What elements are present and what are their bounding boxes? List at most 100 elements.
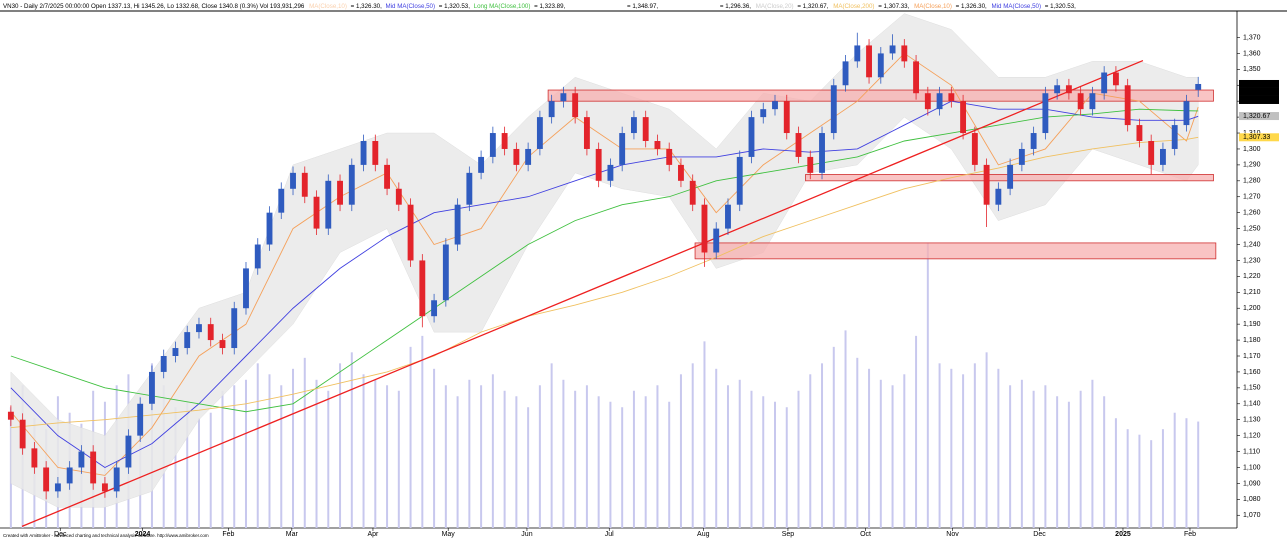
- y-tick-label: 1,140: [1243, 401, 1261, 408]
- volume-bar: [962, 374, 965, 528]
- volume-bar: [409, 346, 412, 528]
- volume-bar: [503, 390, 506, 528]
- y-tick-label: 1,130: [1243, 417, 1261, 424]
- volume-bar: [997, 368, 1000, 528]
- x-tick-label: Mar: [286, 531, 299, 538]
- price-label: 1,320.67: [1243, 113, 1270, 120]
- candle-body: [184, 332, 191, 349]
- volume-bar: [1020, 379, 1023, 528]
- candle-body: [219, 340, 226, 349]
- candle-body: [207, 324, 214, 341]
- candle-body: [1183, 101, 1190, 126]
- candle-body: [678, 164, 684, 181]
- volume-bar: [362, 374, 365, 528]
- volume-bar: [785, 407, 788, 528]
- candle-body: [830, 85, 837, 134]
- x-tick-label: Oct: [860, 531, 871, 538]
- candle-body: [160, 356, 167, 372]
- price-label: 1,340.8: [1243, 81, 1266, 88]
- header-text: = 1,348.97,: [627, 3, 658, 10]
- header-text: = 1,323.89,: [534, 3, 565, 10]
- candle-body: [819, 133, 825, 173]
- candle-body: [713, 228, 720, 253]
- volume-bar: [456, 396, 459, 528]
- volume-bar: [444, 385, 447, 528]
- y-tick-label: 1,200: [1243, 305, 1261, 312]
- candle-body: [725, 204, 731, 229]
- candle-body: [642, 117, 649, 141]
- legend-label: Mid MA(Close,50): [386, 3, 436, 10]
- candle-body: [1101, 72, 1108, 94]
- candle-body: [960, 101, 967, 134]
- x-tick-label: Apr: [368, 531, 380, 538]
- candle-body: [854, 45, 861, 62]
- volume-bar: [679, 374, 682, 528]
- candle-body: [31, 448, 38, 468]
- candle-body: [431, 300, 438, 317]
- volume-bar: [221, 390, 224, 528]
- volume-bar: [280, 385, 283, 528]
- candle-body: [231, 308, 238, 349]
- candle-body: [877, 53, 884, 78]
- candle-body: [748, 117, 755, 157]
- volume-bar: [550, 363, 553, 528]
- volume-bar: [1091, 379, 1094, 528]
- header-text: = 1,296.36,: [720, 3, 751, 10]
- candle-body: [1077, 93, 1084, 110]
- legend-label: MA(Close,10): [914, 3, 952, 10]
- candle-body: [936, 93, 943, 110]
- volume-bar: [774, 401, 776, 528]
- candle-body: [701, 204, 708, 253]
- y-tick-label: 1,180: [1243, 337, 1261, 344]
- y-tick-label: 1,100: [1243, 464, 1261, 471]
- price-label-box: [1239, 112, 1279, 121]
- candle-body: [654, 141, 661, 149]
- candle-body: [125, 435, 132, 468]
- candle-body: [1148, 141, 1155, 165]
- volume-bar: [562, 379, 565, 528]
- volume-bar: [1044, 385, 1047, 528]
- y-tick-label: 1,120: [1243, 432, 1261, 439]
- price-label: 1,340.8: [1243, 89, 1266, 96]
- candle-body: [783, 101, 790, 134]
- candle-body: [971, 133, 978, 165]
- header-text: VN30 - Daily 2/7/2025 00:00:00 Open 1337…: [3, 3, 305, 10]
- volume-bar: [1185, 418, 1188, 528]
- candle-body: [1018, 148, 1025, 165]
- volume-bar: [832, 346, 835, 528]
- candle-body: [301, 172, 308, 197]
- volume-bar: [1032, 390, 1035, 528]
- volume-bar: [1173, 412, 1176, 528]
- candle-body: [254, 244, 261, 269]
- volume-bar: [515, 396, 518, 528]
- y-tick-label: 1,090: [1243, 480, 1261, 487]
- volume-bar: [421, 335, 424, 528]
- header-text: = 1,307.33,: [878, 3, 909, 10]
- candle-body: [560, 93, 567, 102]
- y-tick-label: 1,070: [1243, 512, 1261, 519]
- volume-bar: [644, 396, 647, 528]
- candle-body: [290, 172, 296, 189]
- candle-body: [866, 45, 872, 78]
- volume-bar: [1009, 385, 1012, 528]
- header-text: = 1,326.30,: [351, 3, 382, 10]
- candle-body: [489, 133, 496, 157]
- candle-body: [1124, 85, 1131, 126]
- volume-bar: [691, 363, 694, 528]
- candle-body: [995, 188, 1002, 205]
- y-tick-label: 1,160: [1243, 369, 1261, 376]
- volume-bar: [856, 357, 859, 528]
- x-tick-label: 2025: [1115, 531, 1131, 538]
- footer: Created with AmiBroker - advanced charti…: [3, 533, 209, 538]
- x-tick-label: Nov: [946, 531, 959, 538]
- volume-bar: [703, 341, 706, 528]
- candle-body: [807, 156, 814, 173]
- y-tick-label: 1,350: [1243, 66, 1261, 73]
- candle-body: [78, 451, 85, 468]
- header-text: = 1,320.53,: [439, 3, 470, 10]
- volume-bar: [303, 357, 306, 528]
- x-tick-label: Aug: [697, 531, 710, 538]
- candle-body: [395, 188, 402, 205]
- candle-body: [66, 467, 73, 484]
- price-label-box: [1239, 95, 1279, 104]
